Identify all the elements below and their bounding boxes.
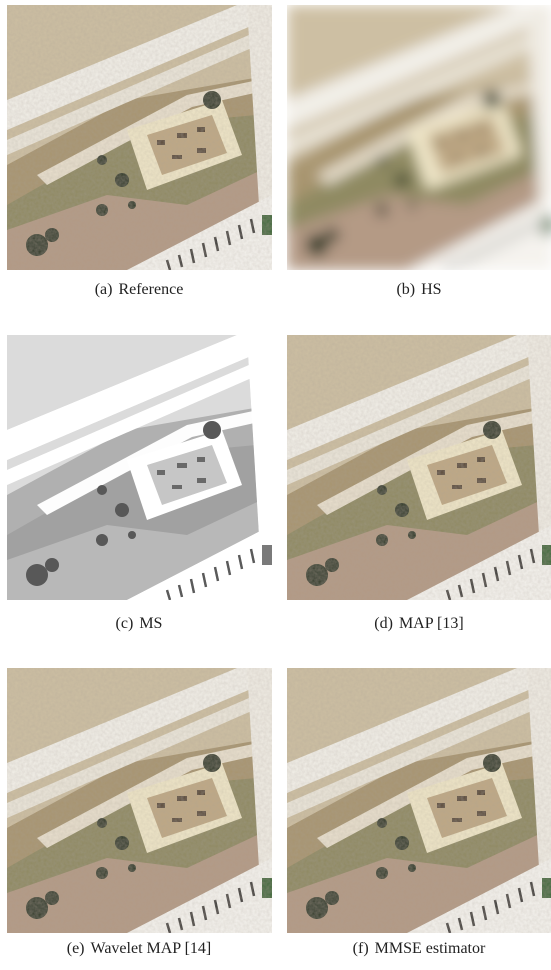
image [287,5,551,270]
image [7,5,272,270]
image [7,668,272,933]
caption-text: MAP [13] [399,615,464,632]
caption-label: (b) [396,281,415,298]
caption-text: HS [421,281,441,298]
image [287,668,551,933]
image [7,335,272,600]
caption: (f) MMSE estimator [353,940,486,957]
caption-label: (c) [116,615,134,632]
panel-image [7,5,272,270]
caption: (d) MAP [13] [374,615,463,632]
image [287,335,551,600]
panel-image [287,5,551,270]
panel-image [7,668,272,933]
caption-label: (d) [374,615,393,632]
caption-label: (f) [353,940,369,957]
caption-text: MS [139,615,162,632]
caption: (e) Wavelet MAP [14] [67,940,212,957]
caption-text: Wavelet MAP [14] [91,940,212,957]
caption: (b) HS [396,281,441,298]
figure: (a) Reference (b) HS (c) MS (d) MAP [13] (e) Wave… [0,0,551,965]
caption-text: Reference [118,281,183,298]
panel-image [287,335,551,600]
caption-label: (e) [67,940,85,957]
caption-text: MMSE estimator [375,940,486,957]
caption-label: (a) [95,281,113,298]
panel-image [287,668,551,933]
caption: (c) MS [116,615,163,632]
panel-image [7,335,272,600]
caption: (a) Reference [95,281,184,298]
